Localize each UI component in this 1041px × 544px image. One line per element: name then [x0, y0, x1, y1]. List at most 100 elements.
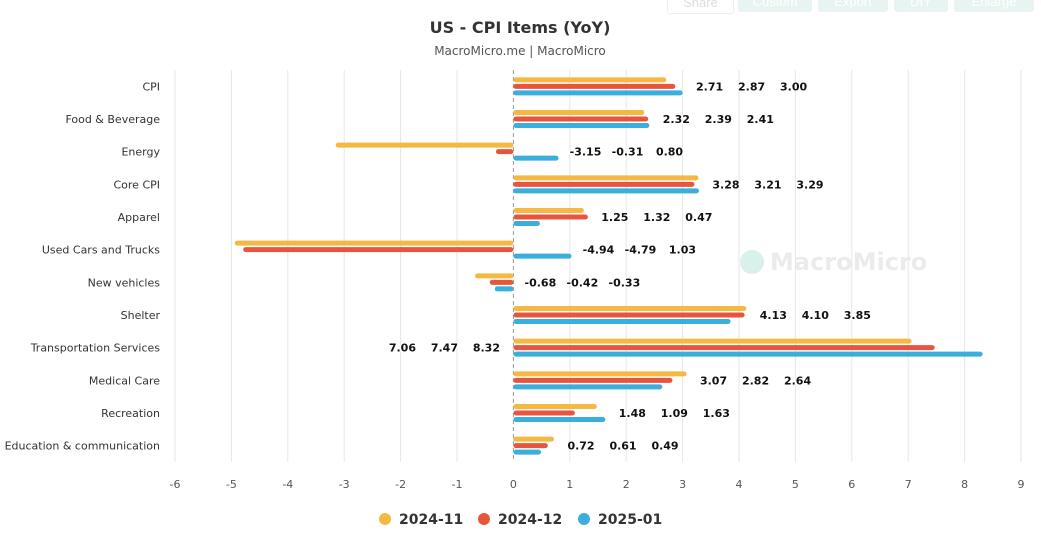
data-label: 2.39: [705, 113, 732, 126]
bar-2024-11[interactable]: [513, 338, 912, 344]
data-label: -0.68: [525, 276, 557, 289]
x-tick-label: -4: [282, 478, 293, 491]
x-tick-label: -3: [339, 478, 350, 491]
data-label: 3.07: [700, 374, 727, 387]
bar-2024-12[interactable]: [513, 410, 575, 416]
bar-2025-01[interactable]: [513, 155, 559, 161]
data-label: 7.47: [431, 342, 458, 355]
bar-2024-12[interactable]: [513, 214, 588, 220]
bar-2025-01[interactable]: [513, 188, 699, 194]
bar-2024-12[interactable]: [495, 149, 514, 155]
data-label: -0.31: [612, 146, 644, 159]
bar-2024-12[interactable]: [513, 443, 548, 449]
bar-2024-11[interactable]: [513, 208, 584, 213]
x-tick-label: -1: [452, 478, 463, 491]
bar-2024-11[interactable]: [513, 436, 555, 442]
data-label: 2.71: [696, 80, 723, 93]
bar-2024-11[interactable]: [475, 273, 514, 279]
data-label: 2.41: [747, 113, 774, 126]
data-label: 2.32: [663, 113, 690, 126]
x-tick-label: 5: [792, 478, 799, 491]
bar-2024-11[interactable]: [513, 77, 667, 83]
bar-2024-12[interactable]: [513, 181, 695, 187]
x-tick-label: -2: [395, 478, 406, 491]
legend-marker[interactable]: [478, 513, 490, 525]
watermark-text: MacroMicro: [770, 248, 927, 276]
category-label: Used Cars and Trucks: [42, 244, 160, 257]
bar-2024-11[interactable]: [513, 110, 645, 115]
category-label: New vehicles: [88, 276, 161, 289]
data-label: -4.94: [583, 244, 615, 257]
data-label: 1.09: [661, 407, 688, 420]
bar-2025-01[interactable]: [513, 351, 983, 357]
enlarge-button[interactable]: Enlarge: [954, 0, 1034, 12]
chart-subtitle: MacroMicro.me | MacroMicro: [434, 44, 606, 58]
legend-label[interactable]: 2025-01: [598, 512, 662, 528]
bar-2025-01[interactable]: [513, 90, 683, 96]
watermark: MacroMicro: [740, 248, 927, 276]
bar-2024-12[interactable]: [513, 116, 649, 122]
legend-marker[interactable]: [578, 513, 590, 525]
bar-2024-12[interactable]: [513, 312, 745, 318]
data-label: 3.28: [712, 178, 739, 191]
x-tick-label: -6: [170, 478, 181, 491]
bar-2024-12[interactable]: [513, 83, 676, 89]
bar-2025-01[interactable]: [513, 449, 542, 455]
data-label: 1.25: [601, 211, 628, 224]
export-button[interactable]: Export: [818, 0, 888, 12]
legend-label[interactable]: 2024-12: [498, 512, 562, 528]
bar-2025-01[interactable]: [513, 123, 650, 128]
data-label: 4.13: [760, 309, 787, 322]
bar-2024-12[interactable]: [513, 377, 673, 383]
data-label: -0.42: [567, 276, 599, 289]
data-label: 3.85: [844, 309, 871, 322]
category-label: Recreation: [101, 407, 160, 420]
bar-2024-12[interactable]: [243, 247, 514, 253]
data-label: 1.32: [643, 211, 670, 224]
bar-2024-11[interactable]: [513, 404, 597, 409]
data-label: 3.21: [754, 178, 781, 191]
bar-2024-12[interactable]: [513, 345, 935, 351]
data-label: 1.03: [669, 244, 696, 257]
bar-2024-11[interactable]: [335, 142, 514, 148]
bar-2025-01[interactable]: [513, 384, 663, 390]
data-label: 0.49: [651, 440, 678, 453]
bar-2025-01[interactable]: [513, 417, 606, 422]
data-label: 0.72: [567, 440, 594, 453]
bar-2024-11[interactable]: [513, 371, 687, 377]
legend-marker[interactable]: [379, 513, 391, 525]
data-label: 3.00: [780, 80, 807, 93]
share-button[interactable]: Share: [667, 0, 734, 14]
custom-button[interactable]: Custom: [738, 0, 812, 12]
data-label: 2.82: [742, 374, 769, 387]
bar-2025-01[interactable]: [513, 253, 572, 259]
diy-button[interactable]: DIY: [894, 0, 948, 12]
data-label: -0.33: [609, 276, 641, 289]
x-tick-label: 2: [623, 478, 630, 491]
data-label: 2.64: [784, 374, 811, 387]
x-tick-label: -5: [226, 478, 237, 491]
bar-2025-01[interactable]: [513, 319, 731, 324]
data-label: -4.79: [625, 244, 657, 257]
bar-2024-12[interactable]: [489, 279, 514, 285]
x-tick-label: 1: [566, 478, 573, 491]
bar-2024-11[interactable]: [513, 175, 699, 181]
category-label: Education & communication: [5, 440, 160, 453]
x-tick-label: 4: [736, 478, 743, 491]
category-label: Transportation Services: [30, 342, 161, 355]
category-label: Food & Beverage: [65, 113, 160, 126]
bar-2024-11[interactable]: [513, 306, 747, 311]
data-label: 8.32: [473, 342, 500, 355]
bar-2025-01[interactable]: [513, 221, 540, 226]
legend-label[interactable]: 2024-11: [399, 512, 463, 528]
bar-2024-11[interactable]: [234, 240, 514, 246]
x-tick-label: 0: [510, 478, 517, 491]
bar-2025-01[interactable]: [494, 286, 514, 292]
category-label: Apparel: [118, 211, 160, 224]
x-tick-label: 8: [961, 478, 968, 491]
category-label: Energy: [121, 146, 160, 159]
data-label: 4.10: [802, 309, 829, 322]
category-label: CPI: [142, 80, 160, 93]
data-label: 0.61: [609, 440, 636, 453]
